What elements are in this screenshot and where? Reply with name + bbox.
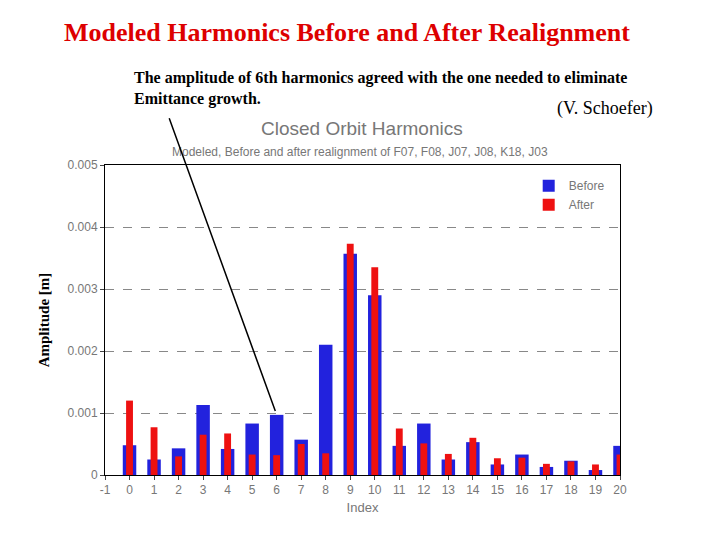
svg-text:7: 7 <box>298 483 305 497</box>
svg-text:19: 19 <box>589 483 603 497</box>
svg-text:18: 18 <box>564 483 578 497</box>
svg-text:20: 20 <box>613 483 627 497</box>
svg-text:6: 6 <box>273 483 280 497</box>
svg-text:8: 8 <box>322 483 329 497</box>
svg-text:Closed Orbit Harmonics: Closed Orbit Harmonics <box>261 118 463 139</box>
svg-text:4: 4 <box>224 483 231 497</box>
svg-text:Index: Index <box>347 500 379 515</box>
svg-text:Before: Before <box>569 179 605 193</box>
svg-text:The amplitude of 6th harmonics: The amplitude of 6th harmonics agreed wi… <box>134 69 627 108</box>
svg-text:(V. Schoefer): (V. Schoefer) <box>557 98 653 119</box>
svg-text:13: 13 <box>442 483 456 497</box>
svg-text:0.001: 0.001 <box>68 406 98 420</box>
svg-text:After: After <box>569 198 594 212</box>
svg-text:3: 3 <box>200 483 207 497</box>
svg-text:0.005: 0.005 <box>68 158 98 172</box>
svg-text:0.003: 0.003 <box>68 282 98 296</box>
svg-text:17: 17 <box>540 483 554 497</box>
svg-text:Modeled Harmonics Before and A: Modeled Harmonics Before and After Reali… <box>64 18 630 47</box>
svg-text:16: 16 <box>515 483 529 497</box>
svg-text:14: 14 <box>466 483 480 497</box>
svg-text:0.004: 0.004 <box>68 220 98 234</box>
svg-text:Modeled, Before and after real: Modeled, Before and after realignment of… <box>172 145 548 159</box>
svg-text:10: 10 <box>368 483 382 497</box>
svg-text:1: 1 <box>151 483 158 497</box>
svg-text:12: 12 <box>417 483 431 497</box>
svg-text:0: 0 <box>91 468 98 482</box>
svg-text:0.002: 0.002 <box>68 344 98 358</box>
svg-text:11: 11 <box>393 483 406 497</box>
svg-text:2: 2 <box>175 483 182 497</box>
svg-text:0: 0 <box>126 483 133 497</box>
svg-text:9: 9 <box>347 483 354 497</box>
svg-text:-1: -1 <box>100 483 111 497</box>
svg-text:5: 5 <box>249 483 256 497</box>
svg-text:Amplitude [m]: Amplitude [m] <box>36 273 52 368</box>
svg-text:15: 15 <box>491 483 505 497</box>
